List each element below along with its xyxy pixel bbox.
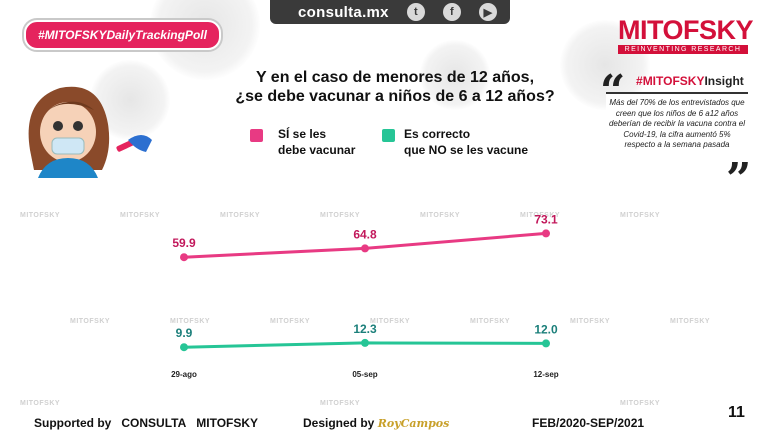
mitofsky-logo: MITOFSKY REINVENTING RESEARCH bbox=[618, 15, 754, 54]
facebook-icon[interactable]: f bbox=[442, 3, 461, 21]
insight-text: Más del 70% de los entrevistados que cre… bbox=[606, 92, 748, 178]
supported-label: Supported by bbox=[34, 416, 112, 430]
data-label: 59.9 bbox=[172, 236, 196, 250]
watermark: MITOFSKY bbox=[270, 318, 311, 325]
insight-prefix: # bbox=[636, 74, 643, 88]
logo-tagline: REINVENTING RESEARCH bbox=[618, 45, 748, 54]
watermark: MITOFSKY bbox=[70, 318, 111, 325]
x-tick-label: 29-ago bbox=[171, 370, 197, 379]
top-bar: consulta.mx t f ▶ bbox=[270, 0, 510, 24]
site-link[interactable]: consulta.mx bbox=[298, 3, 389, 21]
watermark: MITOFSKY bbox=[170, 318, 211, 325]
footer-supported: Supported by CONSULTA MITOFSKY bbox=[34, 416, 258, 430]
legend-yes-line2: debe vacunar bbox=[278, 143, 356, 157]
legend-no-line1: Es correcto bbox=[404, 127, 471, 141]
close-quote-icon: ” bbox=[726, 154, 752, 205]
child-illustration bbox=[28, 86, 152, 178]
data-point bbox=[180, 343, 188, 352]
watermark: MITOFSKY bbox=[370, 318, 411, 325]
insight-title: #MITOFSKYInsight bbox=[636, 74, 744, 88]
legend-swatch-no bbox=[382, 129, 395, 142]
x-tick-label: 12-sep bbox=[533, 370, 558, 379]
watermark: MITOFSKY bbox=[20, 212, 61, 219]
watermark: MITOFSKY bbox=[420, 212, 461, 219]
watermark: MITOFSKY bbox=[320, 212, 361, 219]
data-point bbox=[542, 339, 550, 348]
watermark: MITOFSKY bbox=[120, 212, 161, 219]
watermark: MITOFSKY bbox=[20, 400, 61, 407]
youtube-icon[interactable]: ▶ bbox=[478, 3, 497, 21]
footer-period: FEB/2020-SEP/2021 bbox=[532, 416, 645, 430]
supported-mitofsky: MITOFSKY bbox=[196, 416, 259, 430]
data-point bbox=[361, 244, 369, 253]
supported-consulta: CONSULTA bbox=[121, 416, 187, 430]
watermark: MITOFSKY bbox=[620, 400, 661, 407]
legend-no-line2: que NO se les vacune bbox=[404, 143, 529, 157]
footer-designed: Designed by RoyCampos bbox=[303, 416, 449, 430]
data-point bbox=[542, 229, 550, 238]
legend-label-yes: SÍ se les debe vacunar bbox=[278, 126, 355, 158]
data-label: 73.1 bbox=[534, 212, 558, 226]
insight-highlight: MITOFSKY bbox=[642, 74, 705, 88]
legend-label-no: Es correcto que NO se les vacune bbox=[404, 126, 528, 158]
designer-name: RoyCampos bbox=[377, 417, 450, 430]
watermark: MITOFSKY bbox=[570, 318, 611, 325]
question-title: Y en el caso de menores de 12 años, ¿se … bbox=[230, 68, 560, 106]
watermark: MITOFSKY bbox=[670, 318, 711, 325]
data-label: 12.0 bbox=[534, 322, 558, 336]
watermark: MITOFSKY bbox=[320, 400, 361, 407]
virus-decoration bbox=[420, 40, 490, 110]
data-point bbox=[361, 338, 369, 347]
question-line-2: ¿se debe vacunar a niños de 6 a 12 años? bbox=[235, 88, 555, 105]
insight-suffix: Insight bbox=[704, 74, 744, 88]
data-label: 12.3 bbox=[353, 322, 377, 336]
designed-label: Designed by bbox=[303, 416, 375, 430]
x-tick-label: 05-sep bbox=[352, 370, 377, 379]
legend-swatch-yes bbox=[250, 129, 263, 142]
data-label: 64.8 bbox=[353, 227, 377, 241]
data-label: 9.9 bbox=[176, 326, 193, 340]
data-point bbox=[180, 253, 188, 262]
watermark: MITOFSKY bbox=[470, 318, 511, 325]
legend-yes-line1: SÍ se les bbox=[278, 127, 327, 141]
page-number: 11 bbox=[728, 404, 745, 421]
twitter-icon[interactable]: t bbox=[406, 3, 425, 21]
watermark: MITOFSKY bbox=[620, 212, 661, 219]
logo-name: MITOFSKY bbox=[618, 15, 754, 45]
question-line-1: Y en el caso de menores de 12 años, bbox=[255, 69, 535, 86]
hashtag-badge: #MITOFSKYDailyTrackingPoll bbox=[24, 20, 221, 50]
watermark: MITOFSKY bbox=[520, 212, 561, 219]
watermark: MITOFSKY bbox=[220, 212, 261, 219]
